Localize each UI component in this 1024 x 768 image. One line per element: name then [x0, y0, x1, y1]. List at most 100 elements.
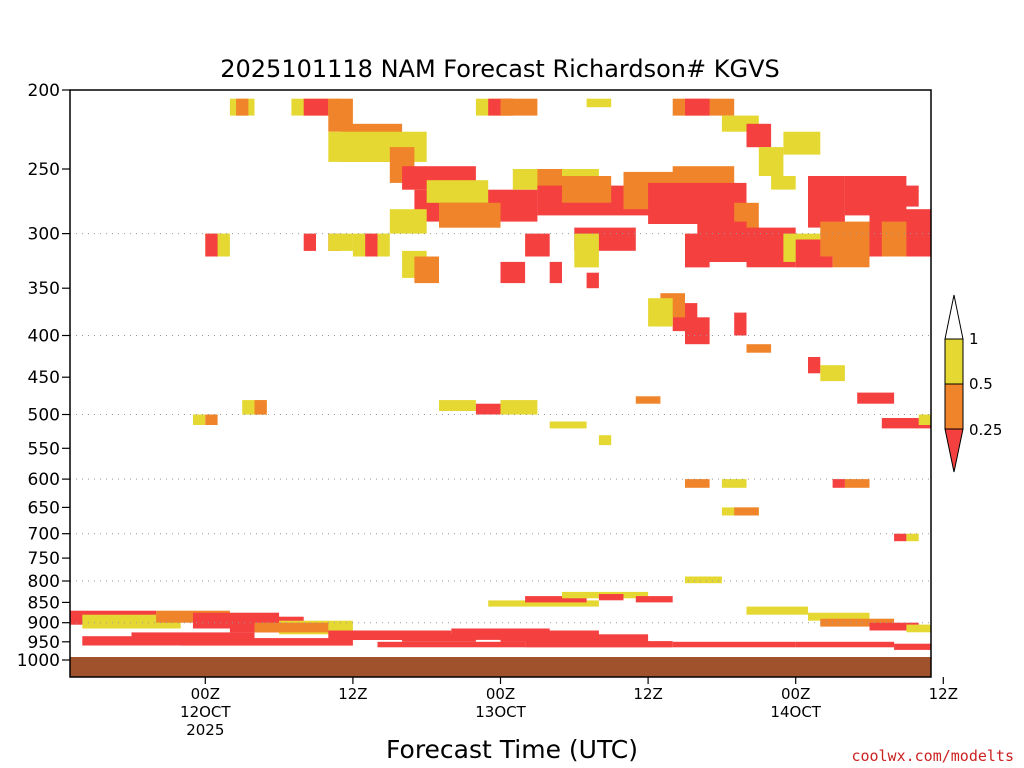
ytick-label-650: 650 [28, 498, 60, 518]
xtick-label-0-2: 2025 [186, 721, 224, 739]
heatmap-cell-155 [525, 596, 587, 603]
legend-label-0.5: 0.5 [969, 375, 993, 393]
heatmap-cell-98 [721, 479, 747, 488]
dotted-gridlines [70, 233, 931, 624]
ytick-label-600: 600 [28, 470, 60, 490]
ytick-label-750: 750 [28, 549, 60, 569]
legend-bottom-arrow [944, 428, 964, 473]
heatmap-cell-48 [574, 233, 599, 268]
heatmap-cell-27 [697, 221, 747, 262]
ytick-label-550: 550 [28, 439, 60, 459]
ytick-label-1000: 1000 [17, 651, 60, 671]
legend-band-orange [944, 383, 964, 430]
heatmap-cell-146 [525, 641, 673, 648]
ytick-label-200: 200 [28, 81, 60, 101]
heatmap-cell-60 [881, 221, 907, 257]
ytick-label-400: 400 [28, 327, 60, 347]
xtick-label-4-0: 00Z [781, 685, 810, 703]
heatmap-cell-86 [328, 233, 353, 251]
ytick-label-900: 900 [28, 614, 60, 634]
heatmap-cell-97 [685, 479, 710, 488]
legend-band-yellow [944, 338, 964, 385]
xtick-label-5-0: 12Z [929, 685, 958, 703]
ytick-label-950: 950 [28, 633, 60, 653]
xtick-label-1-0: 12Z [338, 685, 367, 703]
heatmap-cell-111 [894, 533, 907, 542]
heatmap-cell-145 [377, 641, 526, 648]
heatmap-cell-43 [365, 233, 378, 257]
heatmap-cell-147 [672, 641, 796, 648]
heatmap-cell-139 [180, 638, 353, 646]
heatmap-cell-88 [205, 414, 218, 425]
heatmap-cell-1 [236, 98, 249, 116]
heatmap-cell-138 [82, 636, 206, 646]
legend-label-0.25: 0.25 [969, 421, 1002, 439]
heatmap-cell-161 [808, 612, 870, 621]
heatmap-cell-110 [832, 479, 845, 488]
xtick-label-3-0: 12Z [633, 685, 662, 703]
credit-text: coolwx.com/modelts [851, 747, 1014, 765]
ytick-label-850: 850 [28, 593, 60, 613]
heatmap-cell-56 [808, 176, 845, 228]
heatmap-cells [70, 98, 931, 650]
heatmap-cell-105 [918, 414, 931, 425]
heatmap-cell-37 [758, 147, 784, 176]
heatmap-cell-36 [746, 123, 772, 148]
heatmap-cell-12 [389, 209, 427, 234]
heatmap-cell-57 [820, 221, 870, 257]
heatmap-cell-53 [685, 317, 710, 345]
heatmap-cell-19 [562, 176, 612, 203]
heatmap-cell-141 [402, 634, 476, 642]
heatmap-cell-96 [635, 396, 661, 404]
heatmap-cell-112 [906, 533, 919, 542]
y-axis: 200 250 300 350 400 450 500 550 600 650 700 750 8008… [17, 81, 70, 671]
xtick-label-0-0: 00Z [191, 685, 220, 703]
plot-frame [69, 89, 932, 678]
heatmap-cell-54 [734, 312, 747, 336]
xtick-label-2-1: 13OCT [475, 703, 526, 721]
heatmap-cell-52 [648, 298, 673, 327]
heatmap-cell-22 [648, 182, 747, 224]
heatmap-cell-15 [500, 98, 538, 116]
ytick-label-450: 450 [28, 368, 60, 388]
heatmap-cell-94 [549, 421, 587, 429]
ytick-label-250: 250 [28, 160, 60, 180]
heatmap-cell-92 [475, 403, 501, 415]
heatmap-cell-90 [254, 400, 267, 415]
heatmap-cell-148 [795, 641, 895, 648]
heatmap-cell-102 [820, 365, 845, 382]
heatmap-cell-55 [746, 344, 772, 353]
heatmap-cell-61 [857, 185, 919, 207]
heatmap-cell-32 [586, 98, 612, 108]
heatmap-cell-103 [857, 392, 895, 404]
heatmap-cell-157 [598, 594, 624, 601]
heatmap-cell-158 [635, 596, 673, 603]
heatmap-cell-85 [205, 233, 218, 257]
colorbar-legend: 1 0.5 0.25 [944, 294, 1002, 473]
heatmap-cell-160 [746, 606, 808, 615]
heatmap-cell-164 [906, 624, 931, 633]
heatmap-cell-38 [771, 176, 796, 190]
ground-surface [70, 657, 931, 677]
ytick-label-350: 350 [28, 279, 60, 299]
heatmap-cell-39 [783, 131, 821, 155]
heatmap-cell-11 [439, 202, 501, 228]
heatmap-cell-46 [500, 261, 526, 284]
heatmap-cell-40 [303, 233, 316, 251]
heatmap-cell-95 [598, 435, 612, 446]
heatmap-cell-109 [844, 479, 870, 488]
ytick-label-300: 300 [28, 225, 60, 245]
heatmap-cell-47 [549, 261, 562, 284]
heatmap-cell-101 [808, 357, 821, 374]
heatmap-cell-162 [820, 618, 895, 627]
heatmap-cell-104 [881, 418, 931, 429]
xtick-label-4-1: 14OCT [770, 703, 821, 721]
heatmap-cell-140 [328, 630, 452, 640]
heatmap-cell-163 [869, 622, 919, 631]
ytick-label-800: 800 [28, 572, 60, 592]
heatmap-cell-34 [685, 98, 710, 116]
heatmap-cell-24 [525, 233, 550, 257]
heatmap-cell-45 [414, 256, 439, 284]
heatmap-cell-93 [500, 400, 538, 415]
heatmap-cell-49 [586, 272, 599, 289]
